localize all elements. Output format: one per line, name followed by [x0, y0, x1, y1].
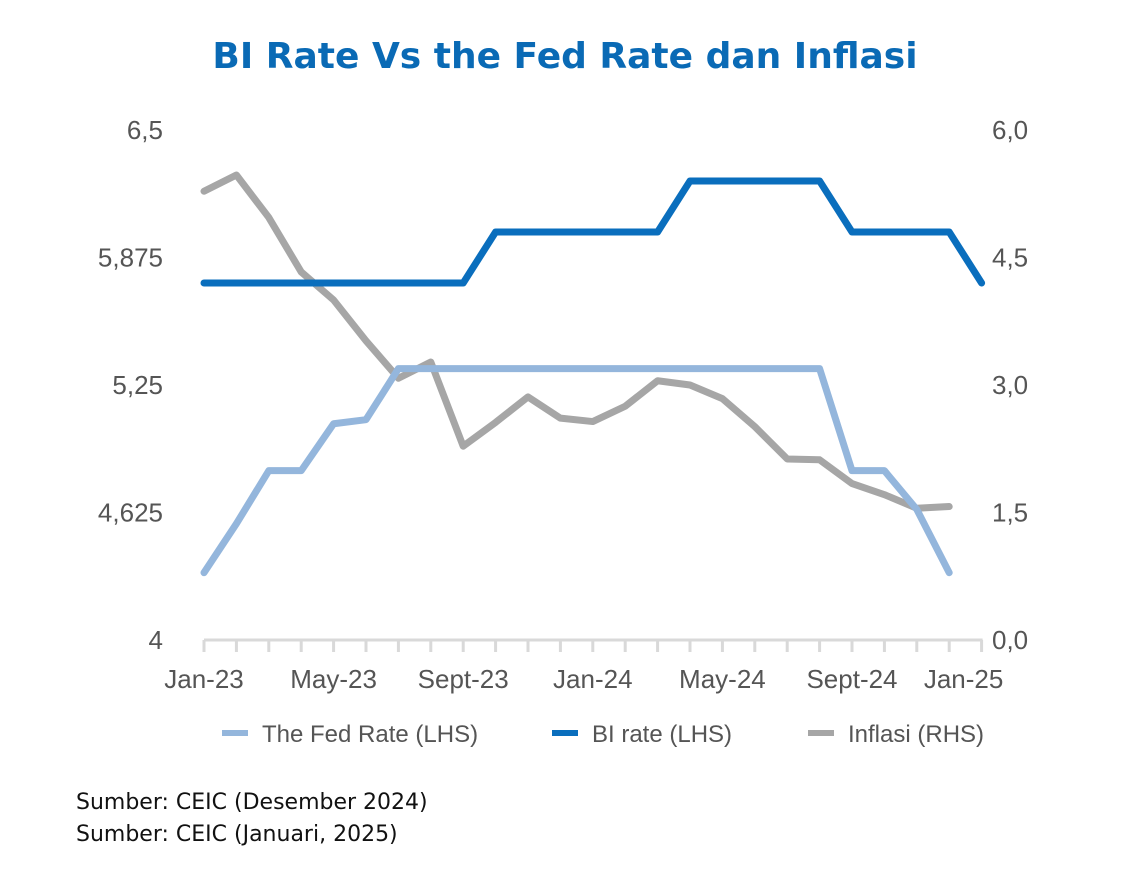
y-left-tick-label: 6,5 [127, 115, 163, 145]
y-right-tick-label: 3,0 [992, 370, 1028, 400]
legend-label: Inflasi (RHS) [848, 721, 984, 748]
x-tick-label: Jan-24 [553, 664, 633, 694]
y-left-tick-label: 4 [149, 625, 163, 655]
legend-label: BI rate (LHS) [592, 721, 732, 748]
x-tick-label: Jan-23 [164, 664, 244, 694]
x-tick-label: May-23 [290, 664, 377, 694]
source-note-1: Sumber: CEIC (Desember 2024) [76, 790, 428, 815]
y-right-tick-label: 0,0 [992, 625, 1028, 655]
series-line-2 [200, 171, 953, 512]
y-right-tick-label: 1,5 [992, 498, 1028, 528]
x-tick-label: Sept-23 [418, 664, 509, 694]
series-line-0 [200, 365, 953, 577]
x-tick-label: Sept-24 [806, 664, 897, 694]
y-left-tick-label: 5,875 [98, 243, 163, 273]
series-line-1 [200, 177, 986, 287]
x-tick-label: Jan-25 [924, 664, 1004, 694]
chart-title: BI Rate Vs the Fed Rate dan Inflasi [212, 36, 918, 77]
y-right-tick-label: 6,0 [992, 115, 1028, 145]
source-note-2: Sumber: CEIC (Januari, 2025) [76, 822, 398, 847]
y-left-tick-label: 4,625 [98, 498, 163, 528]
y-right-tick-label: 4,5 [992, 243, 1028, 273]
legend-label: The Fed Rate (LHS) [262, 721, 478, 748]
x-tick-label: May-24 [679, 664, 766, 694]
y-left-tick-label: 5,25 [112, 370, 163, 400]
line-chart: Jan-23 May-23 Sept-23 Jan-24 May-24 Sept-24 Ja… [98, 115, 1028, 748]
